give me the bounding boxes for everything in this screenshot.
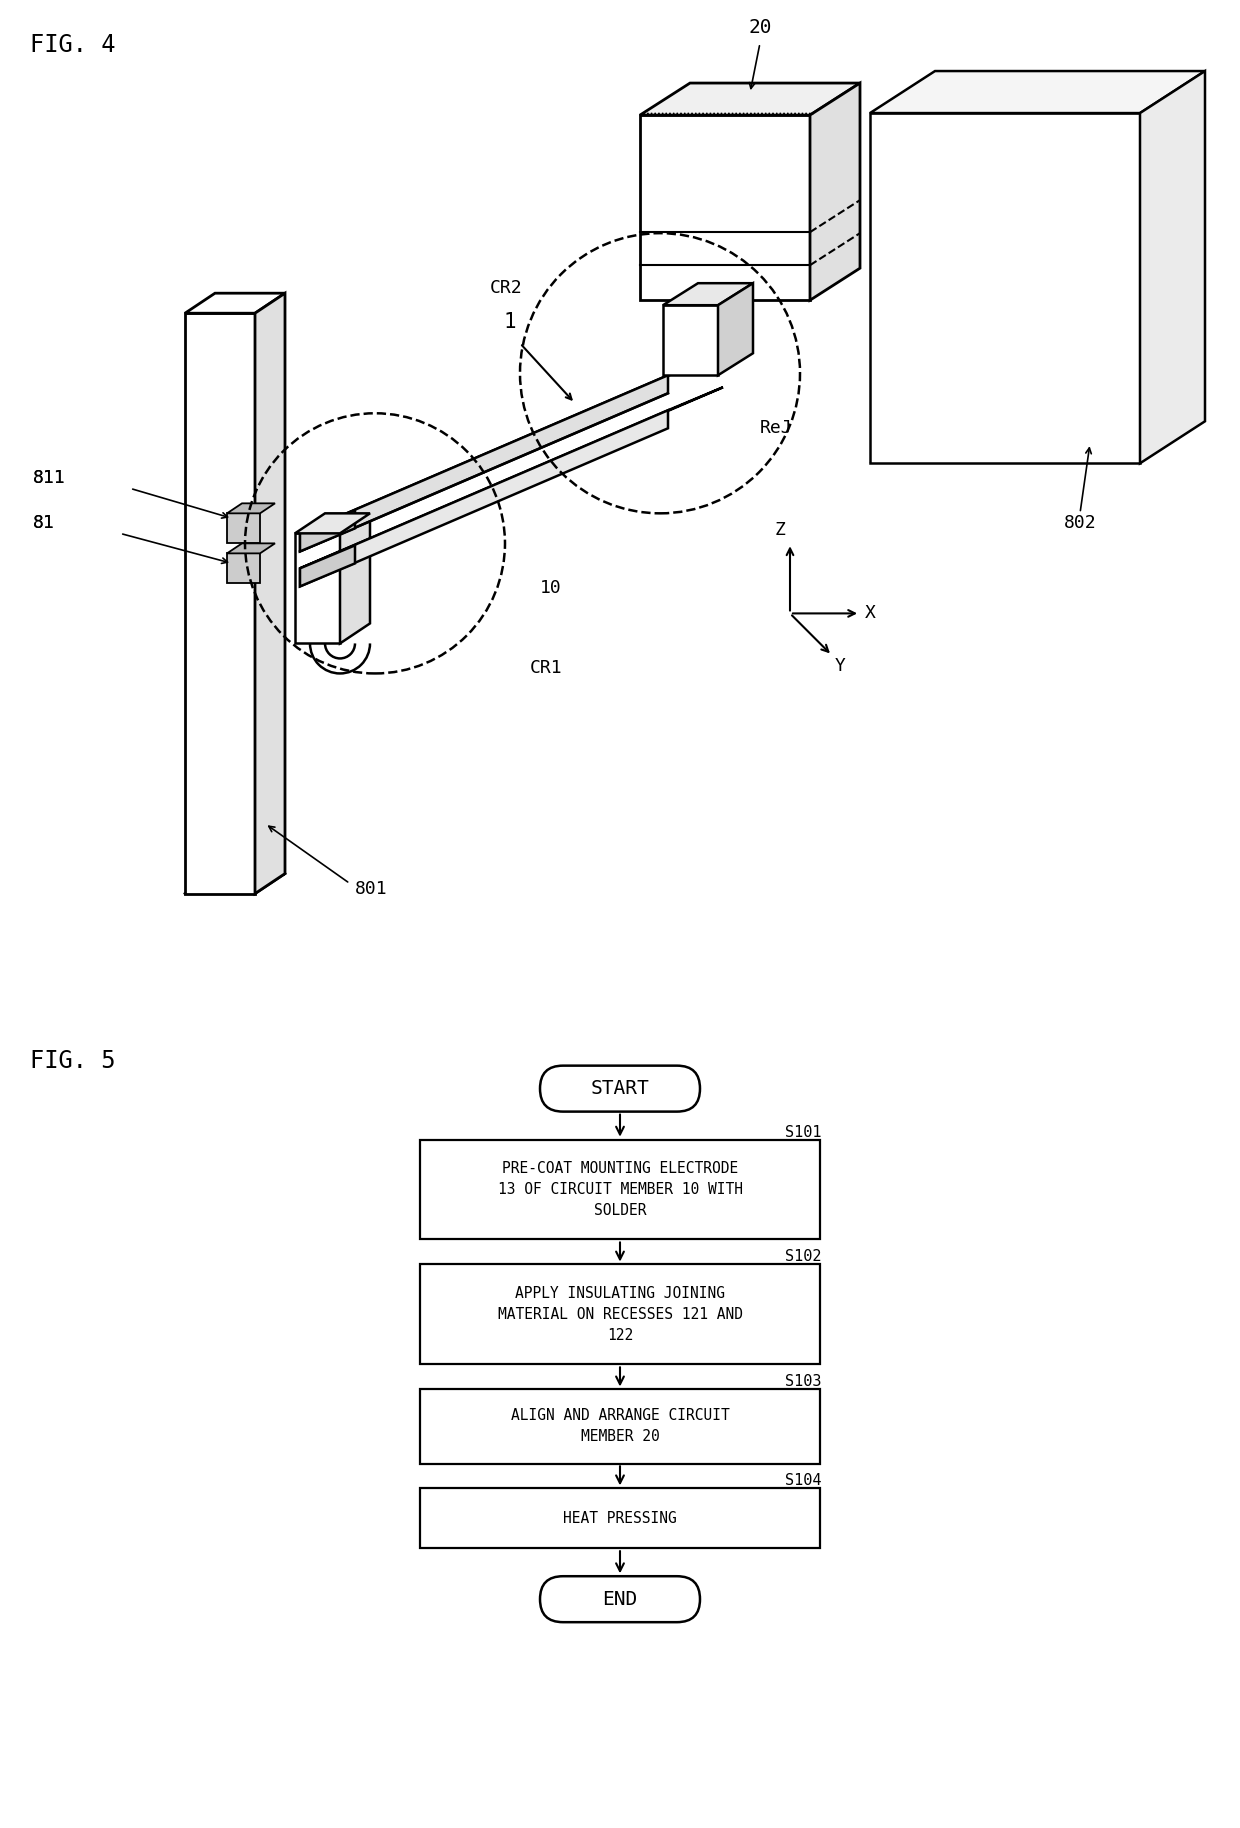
Polygon shape — [640, 82, 861, 115]
Text: 81: 81 — [33, 514, 55, 532]
Text: X: X — [866, 605, 875, 622]
Polygon shape — [227, 543, 275, 554]
Text: 811: 811 — [32, 470, 64, 488]
Polygon shape — [300, 409, 668, 587]
Text: S104: S104 — [785, 1473, 822, 1488]
Text: CR1: CR1 — [529, 660, 563, 678]
Text: PRE-COAT MOUNTING ELECTRODE
13 OF CIRCUIT MEMBER 10 WITH
SOLDER: PRE-COAT MOUNTING ELECTRODE 13 OF CIRCUI… — [497, 1161, 743, 1217]
Text: CR2: CR2 — [490, 280, 522, 298]
Text: APPLY INSULATING JOINING
MATERIAL ON RECESSES 121 AND
122: APPLY INSULATING JOINING MATERIAL ON REC… — [497, 1285, 743, 1344]
Text: END: END — [603, 1590, 637, 1609]
Text: HEAT PRESSING: HEAT PRESSING — [563, 1510, 677, 1526]
Text: ALIGN AND ARRANGE CIRCUIT
MEMBER 20: ALIGN AND ARRANGE CIRCUIT MEMBER 20 — [511, 1408, 729, 1444]
Polygon shape — [663, 283, 753, 305]
Text: S102: S102 — [785, 1250, 822, 1265]
Polygon shape — [185, 313, 255, 894]
Text: START: START — [590, 1079, 650, 1099]
Text: S103: S103 — [785, 1375, 822, 1389]
Text: S101: S101 — [785, 1124, 822, 1139]
FancyBboxPatch shape — [539, 1576, 701, 1621]
Polygon shape — [300, 353, 723, 534]
Polygon shape — [870, 71, 1205, 113]
Text: 1: 1 — [503, 313, 516, 333]
Text: 10: 10 — [539, 579, 562, 598]
Polygon shape — [295, 514, 370, 534]
Polygon shape — [227, 514, 260, 543]
Polygon shape — [300, 510, 355, 552]
Polygon shape — [663, 305, 718, 375]
Polygon shape — [227, 503, 275, 514]
Text: 802: 802 — [1064, 514, 1096, 532]
Text: FIG. 5: FIG. 5 — [30, 1049, 115, 1073]
Polygon shape — [255, 292, 285, 894]
Text: 801: 801 — [355, 879, 388, 898]
Text: 811: 811 — [32, 470, 64, 488]
Polygon shape — [1140, 71, 1205, 462]
Bar — [420, 1265, 820, 1364]
Polygon shape — [640, 115, 810, 300]
FancyBboxPatch shape — [539, 1066, 701, 1111]
Polygon shape — [340, 514, 370, 643]
Text: Y: Y — [835, 658, 846, 676]
Text: 81: 81 — [33, 514, 55, 532]
Polygon shape — [810, 82, 861, 300]
Polygon shape — [227, 554, 260, 583]
Polygon shape — [185, 292, 285, 313]
Text: ReJ: ReJ — [760, 419, 792, 437]
Bar — [420, 1389, 820, 1464]
Polygon shape — [300, 545, 355, 587]
Text: FIG. 4: FIG. 4 — [30, 33, 115, 57]
Polygon shape — [718, 283, 753, 375]
Polygon shape — [300, 388, 723, 569]
Bar — [420, 1488, 820, 1548]
Polygon shape — [295, 534, 340, 643]
Polygon shape — [870, 113, 1140, 462]
Text: 20: 20 — [748, 18, 771, 37]
Bar — [420, 1139, 820, 1239]
Text: Z: Z — [775, 521, 786, 539]
Polygon shape — [300, 375, 668, 552]
